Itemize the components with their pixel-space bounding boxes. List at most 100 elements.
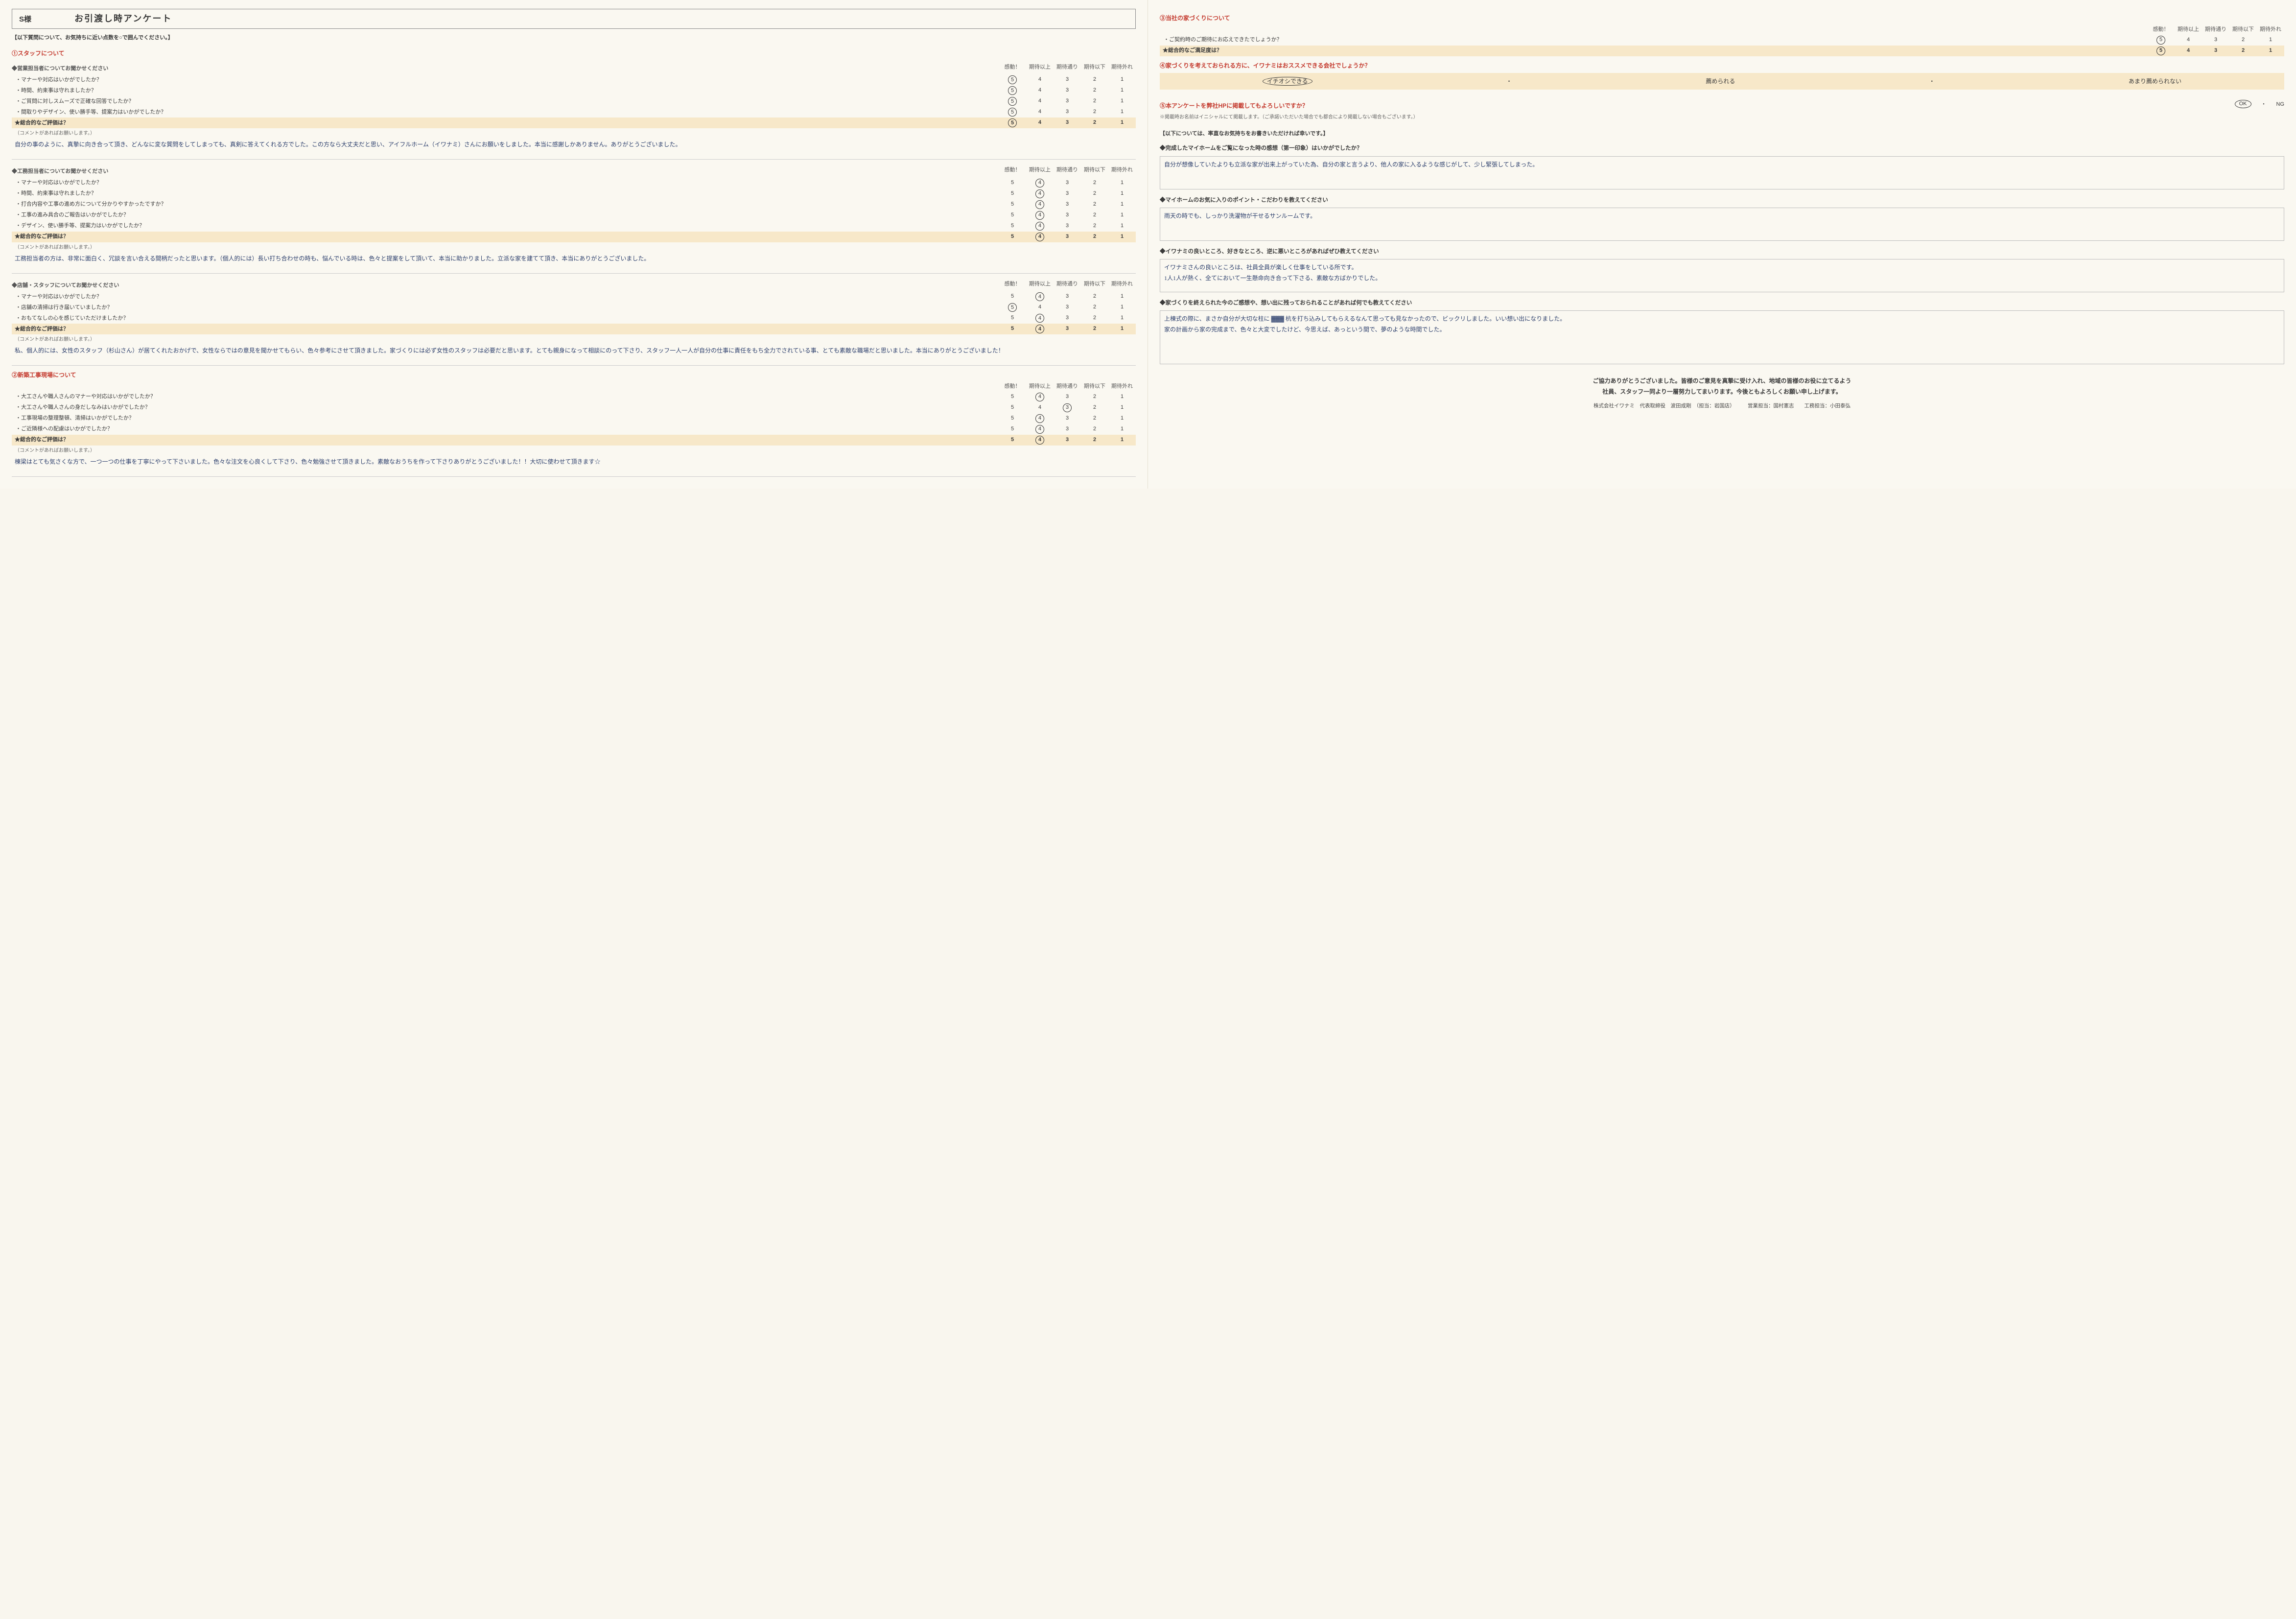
score-cell: 4 xyxy=(1026,303,1054,312)
score-cell: 4 xyxy=(1026,118,1054,127)
score-cell: 5 xyxy=(999,118,1026,127)
score-cell: 2 xyxy=(1081,314,1108,323)
scale-label: 期待通り xyxy=(1054,166,1081,174)
score-cell: 5 xyxy=(999,233,1026,241)
scale-label: 期待通り xyxy=(2202,25,2229,34)
score-cell: 5 xyxy=(999,222,1026,231)
score-cell: 3 xyxy=(1054,325,1081,333)
score-cell: 1 xyxy=(1108,325,1136,333)
score-cell: 3 xyxy=(1054,425,1081,434)
score-cell: 5 xyxy=(999,211,1026,220)
circled-score: 4 xyxy=(1035,200,1044,209)
score-cell: 3 xyxy=(1054,393,1081,401)
rating-row: 大工さんや職人さんの身だしなみはいかがでしたか？54321 xyxy=(12,402,1136,413)
score-cell: 4 xyxy=(1026,325,1054,333)
rating-row: 打合内容や工事の進め方について分かりやすかったですか？54321 xyxy=(12,199,1136,210)
rating-row: 工事現場の整理整頓、清掃はいかがでしたか？54321 xyxy=(12,413,1136,424)
rating-row: 間取りやデザイン、使い勝手等、提案力はいかがでしたか？54321 xyxy=(12,107,1136,117)
scale-label: 期待以下 xyxy=(2229,25,2257,34)
rating-row: ご近隣様への配慮はいかがでしたか？54321 xyxy=(12,424,1136,435)
score-cell: 4 xyxy=(1026,425,1054,434)
total-label: ★総合的なご評価は？ xyxy=(12,436,999,444)
circled-score: 4 xyxy=(1035,425,1044,434)
score-cell: 2 xyxy=(1081,97,1108,106)
circled-score: 5 xyxy=(2156,36,2165,45)
score-cell: 1 xyxy=(1108,118,1136,127)
score-cell: 1 xyxy=(1108,211,1136,220)
circled-score: 5 xyxy=(1008,86,1017,95)
sec5-title: ⑤本アンケートを弊社HPに掲載してもよろしいですか？ xyxy=(1160,101,2225,110)
circled-score: 5 xyxy=(1008,303,1017,312)
circled-score: 4 xyxy=(1035,325,1044,333)
score-cell: 3 xyxy=(1054,222,1081,231)
score-cell: 3 xyxy=(1054,97,1081,106)
header: S様 お引渡し時アンケート xyxy=(12,9,1136,29)
scale-label: 期待外れ xyxy=(2257,25,2284,34)
score-cell: 3 xyxy=(1054,200,1081,209)
circled-score: 4 xyxy=(1035,414,1044,423)
rating-label: 大工さんや職人さんの身だしなみはいかがでしたか？ xyxy=(12,403,999,412)
footer: 株式会社イワナミ 代表取締役 波田成剛 （担当：岩国店） 営業担当：国村憲志 工… xyxy=(1160,402,2284,410)
sec4-title: ④家づくりを考えておられる方に、イワナミはおススメできる会社でしょうか？ xyxy=(1160,61,2284,70)
scale-label: 期待外れ xyxy=(1108,280,1136,288)
total-row: ★総合的なご満足度は？54321 xyxy=(1160,46,2284,56)
rating-row: 店舗の清掃は行き届いていましたか？54321 xyxy=(12,302,1136,313)
score-cell: 2 xyxy=(1081,222,1108,231)
score-cell: 1 xyxy=(1108,393,1136,401)
score-cell: 1 xyxy=(1108,403,1136,412)
rating-row: 工事の進み具合のご報告はいかがでしたか？54321 xyxy=(12,210,1136,221)
rec-opt-2: あまり薦められない xyxy=(2129,77,2181,86)
rating-label: 打合内容や工事の進め方について分かりやすかったですか？ xyxy=(12,200,999,209)
rating-row: マナーや対応はいかがでしたか？54321 xyxy=(12,178,1136,188)
comment-prompt: （コメントがあればお願いします。） xyxy=(15,336,1136,343)
rating-label: ご近隣様への配慮はいかがでしたか？ xyxy=(12,425,999,433)
total-label: ★総合的なご評価は？ xyxy=(12,119,999,127)
free-q4-answer: 上棟式の際に、まさか自分が大切な柱に ▓▓▓ 杭を打ち込みしてもらえるなんて思っ… xyxy=(1160,310,2284,364)
instruction: 【以下質問について、お気持ちに近い点数を○で囲んでください。】 xyxy=(12,34,1136,42)
circled-score: 4 xyxy=(1035,233,1044,241)
circled-score: 5 xyxy=(1008,108,1017,117)
scale-label: 期待以上 xyxy=(1026,280,1054,288)
score-cell: 3 xyxy=(1054,403,1081,412)
score-cell: 3 xyxy=(1054,118,1081,127)
rating-label: マナーや対応はいかがでしたか？ xyxy=(12,76,999,84)
scale-label: 期待外れ xyxy=(1108,382,1136,391)
sec3-group: 感動！期待以上期待通り期待以下期待外れご契約時のご期待にお応えできたでしょうか？… xyxy=(1160,24,2284,56)
dot: ・ xyxy=(1506,77,1512,86)
sec1-store-group: ◆店舗・スタッフについてお聞かせください感動！期待以上期待通り期待以下期待外れマ… xyxy=(12,277,1136,366)
handwritten-comment: 私、個人的には、女性のスタッフ（杉山さん）が居てくれたおかげで、女性ならではの意… xyxy=(12,344,1136,366)
score-cell: 5 xyxy=(2147,47,2175,55)
rec-opt-0: イチオシできる xyxy=(1263,77,1312,86)
sec2-group: 感動！期待以上期待通り期待以下期待外れ大工さんや職人さんのマナーや対応はいかがで… xyxy=(12,381,1136,477)
score-cell: 1 xyxy=(1108,200,1136,209)
circled-score: 5 xyxy=(2156,47,2165,55)
score-cell: 5 xyxy=(999,425,1026,434)
rating-label: 工事現場の整理整頓、清掃はいかがでしたか？ xyxy=(12,414,999,422)
free-intro: 【以下については、率直なお気持ちをお書きいただければ幸いです。】 xyxy=(1160,130,2284,138)
handwritten-comment: 工務担当者の方は、非常に面白く、冗談を言い合える間柄だったと思います。（個人的に… xyxy=(12,252,1136,274)
scale-label: 期待以上 xyxy=(2175,25,2202,34)
circled-score: 3 xyxy=(1063,403,1072,412)
score-cell: 4 xyxy=(1026,86,1054,95)
scale-label: 感動！ xyxy=(999,382,1026,391)
score-cell: 3 xyxy=(2202,47,2229,55)
circled-score: 5 xyxy=(1008,75,1017,84)
scale-label: 感動！ xyxy=(999,63,1026,71)
scale-label: 期待外れ xyxy=(1108,63,1136,71)
comment-prompt: （コメントがあればお願いします。） xyxy=(15,130,1136,137)
score-cell: 2 xyxy=(1081,425,1108,434)
score-cell: 4 xyxy=(1026,108,1054,117)
score-cell: 3 xyxy=(1054,314,1081,323)
total-row: ★総合的なご評価は？54321 xyxy=(12,117,1136,128)
rec-opt-1: 薦められる xyxy=(1706,77,1735,86)
score-cell: 2 xyxy=(1081,414,1108,423)
circled-score: 4 xyxy=(1035,393,1044,401)
recommend-row: イチオシできる ・ 薦められる ・ あまり薦められない xyxy=(1160,73,2284,90)
score-cell: 4 xyxy=(1026,436,1054,445)
survey-title: お引渡し時アンケート xyxy=(74,14,172,23)
score-cell: 4 xyxy=(1026,97,1054,106)
sec1-title: ①スタッフについて xyxy=(12,49,1136,58)
score-cell: 4 xyxy=(1026,414,1054,423)
score-cell: 5 xyxy=(999,189,1026,198)
score-cell: 3 xyxy=(1054,436,1081,445)
